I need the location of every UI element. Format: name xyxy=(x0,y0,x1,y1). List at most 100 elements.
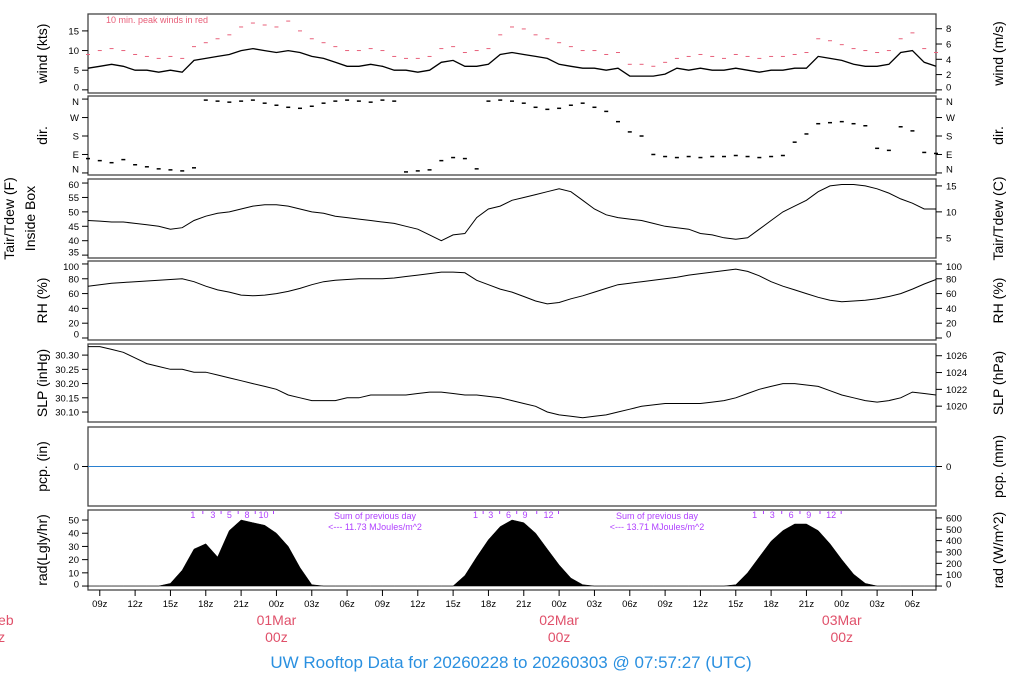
rh-left-tick-label: 40 xyxy=(68,304,79,315)
wind-left-tick-label: 0 xyxy=(74,83,79,94)
dir-right-tick-label: E xyxy=(946,150,952,161)
dir-left-tick-label: E xyxy=(73,150,79,161)
dir-right-tick-label: N xyxy=(946,97,953,108)
x-axis-tick-label: 00z xyxy=(834,599,850,610)
rh-right-axis-label: RH (%) xyxy=(990,278,1006,324)
rad-left-tick-label: 50 xyxy=(68,516,79,527)
rh-right-tick-label: 80 xyxy=(946,274,957,285)
slp-right-tick-label: 1026 xyxy=(946,351,967,362)
x-axis-tick-label: 06z xyxy=(622,599,638,610)
rh-left-tick-label: 20 xyxy=(68,319,79,330)
uv-index-label: 1 xyxy=(473,510,478,520)
x-axis-tick-label: 18z xyxy=(481,599,497,610)
rad-right-tick-label: 300 xyxy=(946,547,962,558)
rad-left-tick-label: 10 xyxy=(68,568,79,579)
dir-panel-frame xyxy=(87,95,937,176)
temp-left-tick-label: 40 xyxy=(68,236,79,247)
wind-right-tick-label: 0 xyxy=(946,83,951,94)
slp-right-tick-label: 1022 xyxy=(946,385,967,396)
uv-index-label: 9 xyxy=(522,510,527,520)
temp-left-tick-label: 60 xyxy=(68,180,79,191)
wind-right-tick-label: 4 xyxy=(946,55,951,66)
date-label-day: 01Mar xyxy=(257,612,297,628)
temp-left-axis-label: Tair/Tdew (F) xyxy=(1,177,17,259)
date-label-hour: 00z xyxy=(830,629,853,645)
daily-sum-label: Sum of previous day xyxy=(334,511,417,521)
daily-sum-value: <--- 11.73 MJoules/m^2 xyxy=(328,522,422,532)
x-axis-tick-label: 21z xyxy=(233,599,249,610)
slp-panel-frame xyxy=(87,343,937,423)
pcp-left-axis-label: pcp. (in) xyxy=(34,441,50,492)
x-axis-tick-label: 15z xyxy=(163,599,179,610)
rad-radiation-area xyxy=(87,519,937,587)
dir-right-tick-label: S xyxy=(946,132,952,143)
date-label-hour: 00z xyxy=(0,629,5,645)
x-axis-tick-label: 03z xyxy=(869,599,885,610)
dir-left-tick-label: N xyxy=(72,97,79,108)
slp-right-tick-label: 1020 xyxy=(946,402,967,413)
temp-right-tick-label: 15 xyxy=(946,181,957,192)
x-axis-tick-label: 12z xyxy=(693,599,709,610)
rh-panel-frame xyxy=(87,260,937,341)
x-axis-tick-label: 12z xyxy=(127,599,143,610)
rad-right-tick-label: 200 xyxy=(946,559,962,570)
pcp-right-tick-label: 0 xyxy=(946,462,951,473)
slp-left-tick-label: 30.25 xyxy=(55,365,79,376)
slp-slp-line xyxy=(88,346,937,419)
x-axis-tick-label: 09z xyxy=(657,599,673,610)
x-axis-tick-label: 12z xyxy=(410,599,426,610)
wind-right-axis-label: wind (m/s) xyxy=(990,21,1006,87)
slp-left-tick-label: 30.30 xyxy=(55,351,79,362)
uv-index-label: 3 xyxy=(210,510,215,520)
rad-panel-frame xyxy=(87,509,937,591)
rad-left-axis-label: rad(Lgly/hr) xyxy=(34,514,50,586)
temp-right-tick-label: 5 xyxy=(946,233,951,244)
x-axis-tick-label: 18z xyxy=(198,599,214,610)
rh-right-tick-label: 60 xyxy=(946,289,957,300)
uv-index-label: 3 xyxy=(488,510,493,520)
daily-sum-value: <--- 13.71 MJoules/m^2 xyxy=(610,522,705,532)
rh-right-tick-label: 100 xyxy=(946,262,962,273)
wind-right-tick-label: 8 xyxy=(946,24,951,35)
wind-left-tick-label: 15 xyxy=(68,26,79,37)
uv-index-label: 8 xyxy=(244,510,249,520)
temp-left-axis-sublabel: Inside Box xyxy=(22,186,38,251)
uv-index-label: 10 xyxy=(258,510,268,520)
rad-right-tick-label: 400 xyxy=(946,536,962,547)
slp-right-axis-label: SLP (hPa) xyxy=(990,351,1006,415)
wind-wind-line xyxy=(87,47,937,77)
wind-panel-frame xyxy=(87,13,937,94)
rad-right-tick-label: 600 xyxy=(946,513,962,524)
rh-left-tick-label: 100 xyxy=(63,262,79,273)
slp-left-tick-label: 30.20 xyxy=(55,379,79,390)
rh-right-tick-label: 20 xyxy=(946,319,957,330)
rh-left-tick-label: 60 xyxy=(68,289,79,300)
x-axis-tick-label: 09z xyxy=(92,599,108,610)
daily-sum-label: Sum of previous day xyxy=(616,511,699,521)
wind-right-tick-label: 6 xyxy=(946,40,951,51)
rh-left-tick-label: 80 xyxy=(68,274,79,285)
rh-left-tick-label: 0 xyxy=(74,330,79,341)
pcp-right-axis-label: pcp. (mm) xyxy=(990,435,1006,498)
temp-tair-line xyxy=(87,184,936,242)
dir-left-tick-label: W xyxy=(70,113,79,124)
rh-right-tick-label: 40 xyxy=(946,304,957,315)
x-axis-tick-label: 06z xyxy=(339,599,355,610)
rad-left-tick-label: 40 xyxy=(68,529,79,540)
rad-left-tick-label: 30 xyxy=(68,542,79,553)
date-label-hour: 00z xyxy=(265,629,288,645)
temp-right-axis-label: Tair/Tdew (C) xyxy=(990,176,1006,260)
x-axis-tick-label: 03z xyxy=(304,599,320,610)
date-label-day: 28Feb xyxy=(0,612,14,628)
uv-index-label: 1 xyxy=(190,510,195,520)
date-label-day: 02Mar xyxy=(539,612,579,628)
temp-left-tick-label: 35 xyxy=(68,248,79,259)
dir-left-tick-label: S xyxy=(73,132,79,143)
slp-left-tick-label: 30.15 xyxy=(55,393,79,404)
rh-right-tick-label: 0 xyxy=(946,330,951,341)
wind-left-tick-label: 5 xyxy=(74,66,79,77)
temp-panel-frame xyxy=(87,178,937,259)
temp-right-tick-label: 10 xyxy=(946,207,957,218)
temp-left-tick-label: 50 xyxy=(68,207,79,218)
